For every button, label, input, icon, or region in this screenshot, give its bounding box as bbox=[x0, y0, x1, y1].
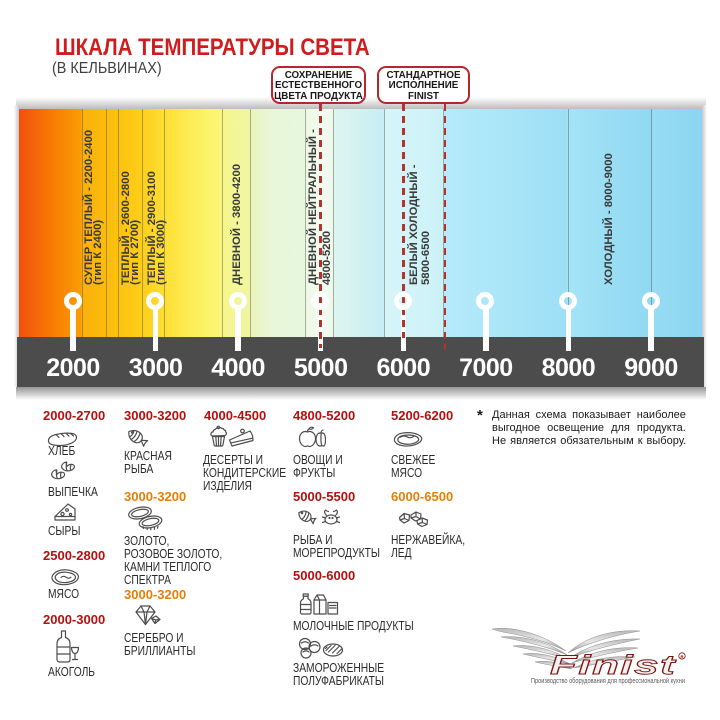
svg-text:R: R bbox=[680, 654, 684, 659]
svg-text:Finist: Finist bbox=[550, 649, 677, 676]
